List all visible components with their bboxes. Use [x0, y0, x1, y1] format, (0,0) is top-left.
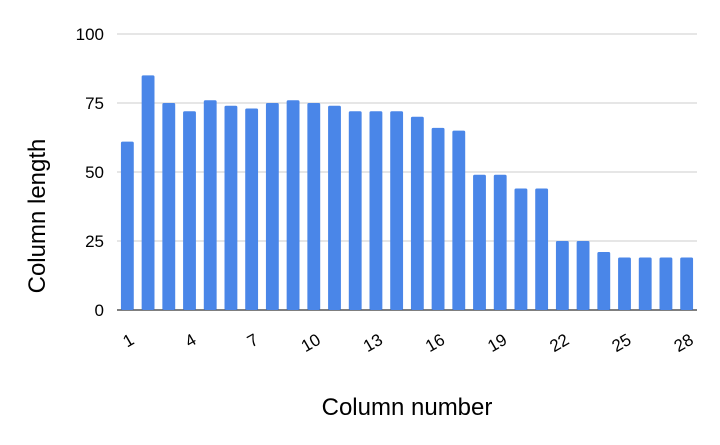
bar: [535, 188, 549, 310]
x-tick-label: 13: [360, 330, 386, 356]
bars: [120, 75, 694, 311]
bar: [245, 108, 259, 311]
bar: [183, 111, 196, 310]
bar: [265, 103, 279, 310]
bar: [410, 116, 424, 310]
x-tick-label: 25: [609, 330, 635, 356]
x-tick-label: 16: [422, 330, 448, 356]
bar: [431, 127, 445, 310]
bar: [493, 174, 507, 310]
bar: [286, 100, 300, 311]
x-tick-label: 22: [546, 330, 572, 356]
bar: [307, 103, 321, 310]
bar: [328, 105, 341, 310]
bar: [224, 105, 238, 310]
bar: [597, 252, 611, 310]
x-tick-label: 4: [182, 330, 200, 351]
x-tick-label: 28: [671, 330, 697, 356]
bar: [369, 111, 383, 310]
bar: [452, 130, 466, 310]
bar: [348, 111, 362, 310]
y-tick-label: 25: [85, 232, 104, 251]
bar: [514, 188, 528, 310]
bar: [555, 241, 569, 310]
x-tick-label: 1: [120, 330, 138, 351]
bar: [203, 100, 217, 311]
y-tick-labels: 0 25 50 75 100: [76, 25, 104, 320]
y-axis-title: Column length: [24, 139, 51, 294]
bar: [638, 257, 652, 310]
bar: [162, 103, 176, 310]
y-tick-label: 0: [95, 301, 104, 320]
y-tick-label: 75: [85, 94, 104, 113]
bar: [618, 257, 631, 310]
bar: [141, 75, 155, 311]
x-tick-label: 10: [298, 330, 324, 356]
x-tick-label: 7: [244, 330, 262, 351]
x-tick-labels: 1 4 7 10 13 16 19 22 25 28: [120, 330, 697, 356]
bar: [473, 174, 486, 310]
y-tick-label: 100: [76, 25, 104, 44]
x-axis-title: Column number: [322, 394, 493, 421]
bar: [576, 241, 590, 310]
x-tick-label: 19: [484, 330, 510, 356]
bar: [120, 141, 134, 310]
bar: [680, 257, 694, 310]
bar: [390, 111, 404, 310]
bar: [659, 257, 673, 310]
y-tick-label: 50: [85, 163, 104, 182]
